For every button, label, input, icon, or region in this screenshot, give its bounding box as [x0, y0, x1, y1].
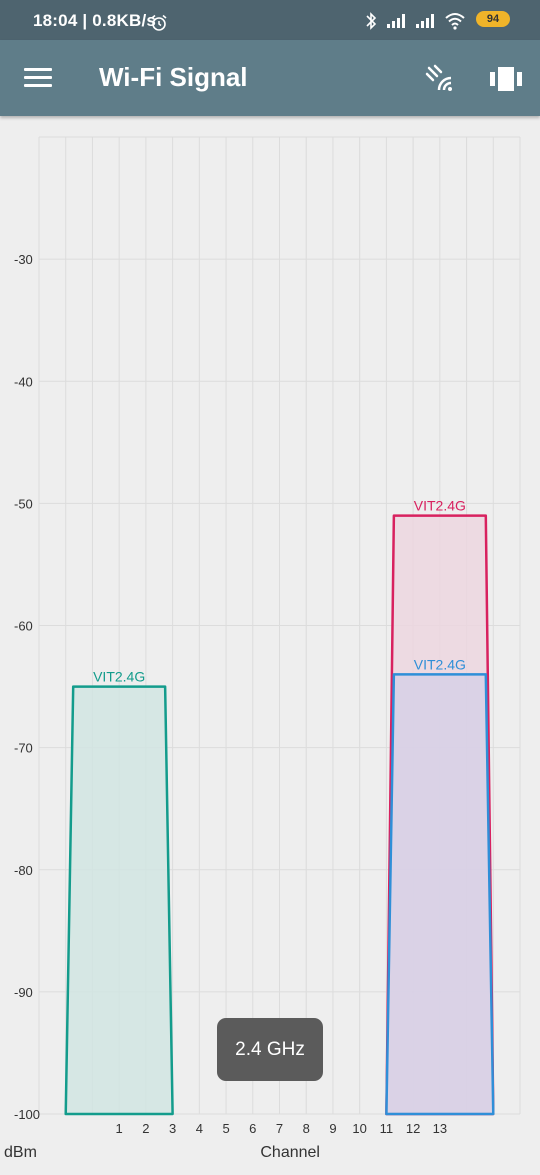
- alarm-icon: [151, 14, 167, 31]
- page-title: Wi-Fi Signal: [99, 62, 248, 92]
- x-tick-label: 10: [352, 1121, 366, 1136]
- signal-icon: [387, 14, 405, 28]
- y-tick-label: -60: [14, 619, 33, 634]
- x-tick-label: 8: [303, 1121, 310, 1136]
- y-tick-label: -100: [14, 1107, 40, 1122]
- network-ssid-label: VIT2.4G: [93, 669, 145, 685]
- x-tick-label: 5: [222, 1121, 229, 1136]
- y-tick-label: -50: [14, 496, 33, 511]
- x-tick-label: 13: [433, 1121, 447, 1136]
- hamburger-menu-icon[interactable]: [24, 68, 52, 88]
- x-tick-label: 1: [116, 1121, 123, 1136]
- x-tick-label: 12: [406, 1121, 420, 1136]
- signal-chart: -30 -40 -50 -60 -70 -80 -90 -100 1 2 3 4 5 6 7 8 9 10 11 12…: [0, 116, 540, 1170]
- y-tick-label: -90: [14, 985, 33, 1000]
- y-axis-label: dBm: [4, 1144, 37, 1161]
- status-time: 18:04 | 0.8KB/s: [33, 11, 157, 30]
- x-tick-label: 9: [329, 1121, 336, 1136]
- wifi-scan-icon[interactable]: [425, 64, 455, 94]
- signal-icon: [416, 14, 434, 28]
- x-tick-label: 11: [380, 1121, 394, 1136]
- status-bar: 18:04 | 0.8KB/s 94: [0, 0, 540, 40]
- x-tick-label: 4: [196, 1121, 203, 1136]
- network-signal-area-3: [385, 673, 495, 1116]
- network-ssid-label: VIT2.4G: [414, 498, 466, 514]
- wifi-icon: [445, 13, 465, 30]
- x-axis-label: Channel: [260, 1144, 320, 1161]
- network-ssid-label: VIT2.4G: [414, 656, 466, 672]
- band-label: 2.4 GHz: [235, 1038, 305, 1060]
- battery-level: 94: [486, 13, 500, 25]
- x-tick-label: 3: [169, 1121, 176, 1136]
- y-tick-label: -70: [14, 741, 33, 756]
- network-signal-area-1: [64, 685, 174, 1116]
- bluetooth-icon: [366, 12, 377, 30]
- x-tick-label: 7: [276, 1121, 283, 1136]
- app-bar: Wi-Fi Signal: [0, 40, 540, 116]
- x-tick-label: 2: [142, 1121, 149, 1136]
- x-tick-label: 6: [249, 1121, 256, 1136]
- view-switch-icon[interactable]: [490, 66, 522, 92]
- y-tick-label: -30: [14, 252, 33, 267]
- status-icons: 94: [360, 10, 510, 32]
- y-tick-label: -80: [14, 863, 33, 878]
- band-toast: 2.4 GHz: [217, 1018, 323, 1081]
- battery-indicator: 94: [476, 11, 510, 27]
- y-tick-label: -40: [14, 374, 33, 389]
